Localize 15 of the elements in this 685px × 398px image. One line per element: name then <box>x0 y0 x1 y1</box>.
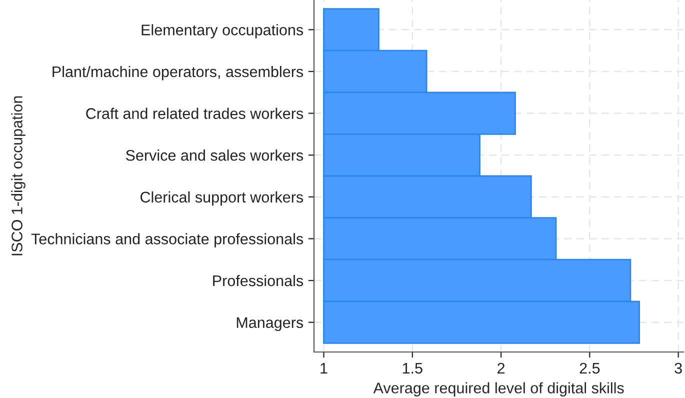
x-tick-label: 1 <box>320 362 328 374</box>
y-tick-label: Service and sales workers <box>126 150 304 161</box>
y-tick-label: Elementary occupations <box>142 24 304 38</box>
x-tick-label: 1.5 <box>402 362 422 374</box>
y-axis-title: ISCO 1-digit occupation <box>11 96 26 256</box>
x-axis-title: Average required level of digital skills <box>373 382 624 396</box>
y-tick-label: Clerical support workers <box>140 191 304 206</box>
y-tick-label: Professionals <box>213 274 304 286</box>
y-tick-label: Plant/machine operators, assemblers <box>52 66 304 80</box>
x-tick-label: 3 <box>674 362 682 374</box>
x-tick-label: 2.5 <box>580 362 600 374</box>
y-tick-label: Managers <box>236 317 304 332</box>
y-tick-label: Craft and related trades workers <box>86 108 304 119</box>
y-tick-label: Technicians and associate professionals <box>31 233 304 248</box>
x-tick-label: 2 <box>498 362 505 374</box>
